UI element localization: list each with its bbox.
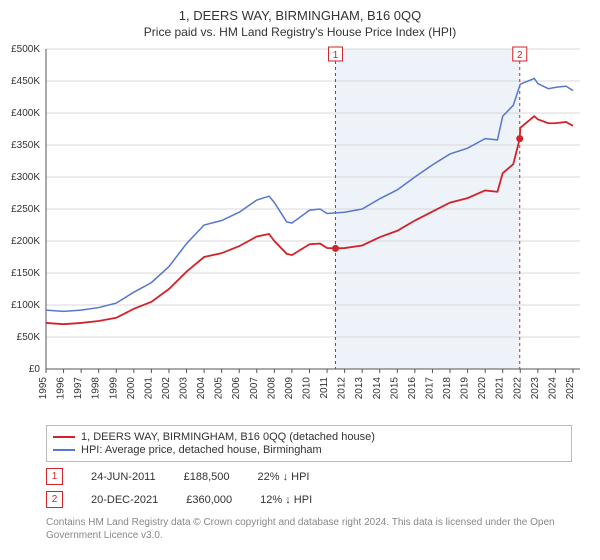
chart-area: £0 £50K £100K £150K £200K £250K £300K £350K £400… (0, 39, 600, 419)
chart-svg: £0 £50K £100K £150K £200K £250K £300K £350K £400… (0, 39, 600, 419)
svg-text:2001: 2001 (143, 377, 154, 400)
svg-text:2020: 2020 (477, 377, 488, 400)
svg-text:2016: 2016 (407, 377, 418, 400)
sale-date-2: 20-DEC-2021 (91, 494, 158, 506)
sale-row-2: 2 20-DEC-2021 £360,000 12% ↓ HPI (46, 491, 600, 508)
svg-text:£250K: £250K (11, 204, 40, 215)
svg-text:£500K: £500K (11, 44, 40, 55)
svg-text:£400K: £400K (11, 108, 40, 119)
legend-label-2: HPI: Average price, detached house, Birm… (81, 444, 322, 456)
svg-text:2005: 2005 (214, 377, 225, 400)
legend-box: 1, DEERS WAY, BIRMINGHAM, B16 0QQ (detac… (46, 425, 572, 462)
svg-text:1998: 1998 (91, 377, 102, 400)
sale-price-1: £188,500 (184, 471, 230, 483)
svg-text:£450K: £450K (11, 76, 40, 87)
svg-text:£150K: £150K (11, 268, 40, 279)
svg-text:2021: 2021 (495, 377, 506, 400)
chart-titles: 1, DEERS WAY, BIRMINGHAM, B16 0QQ Price … (0, 0, 600, 39)
svg-text:2002: 2002 (161, 377, 172, 400)
svg-text:£50K: £50K (17, 332, 41, 343)
title-main: 1, DEERS WAY, BIRMINGHAM, B16 0QQ (0, 8, 600, 23)
svg-text:£200K: £200K (11, 236, 40, 247)
svg-text:2015: 2015 (389, 377, 400, 400)
svg-text:2024: 2024 (547, 377, 558, 400)
credit-text: Contains HM Land Registry data © Crown c… (46, 516, 572, 542)
svg-text:2: 2 (517, 50, 523, 61)
svg-text:2013: 2013 (354, 377, 365, 400)
svg-text:£300K: £300K (11, 172, 40, 183)
legend-label-1: 1, DEERS WAY, BIRMINGHAM, B16 0QQ (detac… (81, 431, 375, 443)
svg-text:£350K: £350K (11, 140, 40, 151)
sale-row-1: 1 24-JUN-2011 £188,500 22% ↓ HPI (46, 468, 600, 485)
sale-badge-1: 1 (46, 468, 63, 485)
title-sub: Price paid vs. HM Land Registry's House … (0, 25, 600, 39)
svg-text:1996: 1996 (56, 377, 67, 400)
svg-text:2017: 2017 (424, 377, 435, 400)
svg-text:2014: 2014 (372, 377, 383, 400)
svg-text:2012: 2012 (337, 377, 348, 400)
sale-price-2: £360,000 (186, 494, 232, 506)
sale-delta-2: 12% ↓ HPI (260, 494, 312, 506)
legend-swatch-1 (53, 436, 75, 438)
svg-text:2010: 2010 (301, 377, 312, 400)
svg-text:2004: 2004 (196, 377, 207, 400)
legend-row: HPI: Average price, detached house, Birm… (53, 444, 565, 456)
svg-text:2007: 2007 (249, 377, 260, 400)
legend-swatch-2 (53, 449, 75, 451)
svg-text:£0: £0 (29, 364, 41, 375)
svg-text:2023: 2023 (530, 377, 541, 400)
svg-text:2018: 2018 (442, 377, 453, 400)
legend-row: 1, DEERS WAY, BIRMINGHAM, B16 0QQ (detac… (53, 431, 565, 443)
svg-text:1997: 1997 (73, 377, 84, 400)
svg-text:2011: 2011 (319, 377, 330, 399)
svg-text:2000: 2000 (126, 377, 137, 400)
svg-text:1: 1 (333, 50, 339, 61)
sale-date-1: 24-JUN-2011 (91, 471, 156, 483)
svg-text:2003: 2003 (179, 377, 190, 400)
sale-delta-1: 22% ↓ HPI (258, 471, 310, 483)
svg-text:£100K: £100K (11, 300, 40, 311)
svg-text:2006: 2006 (231, 377, 242, 400)
svg-text:2008: 2008 (266, 377, 277, 400)
svg-text:1999: 1999 (108, 377, 119, 400)
svg-text:2022: 2022 (512, 377, 523, 400)
sale-badge-2: 2 (46, 491, 63, 508)
svg-text:2025: 2025 (565, 377, 576, 400)
svg-text:1995: 1995 (38, 377, 49, 400)
svg-text:2019: 2019 (460, 377, 471, 400)
svg-text:2009: 2009 (284, 377, 295, 400)
